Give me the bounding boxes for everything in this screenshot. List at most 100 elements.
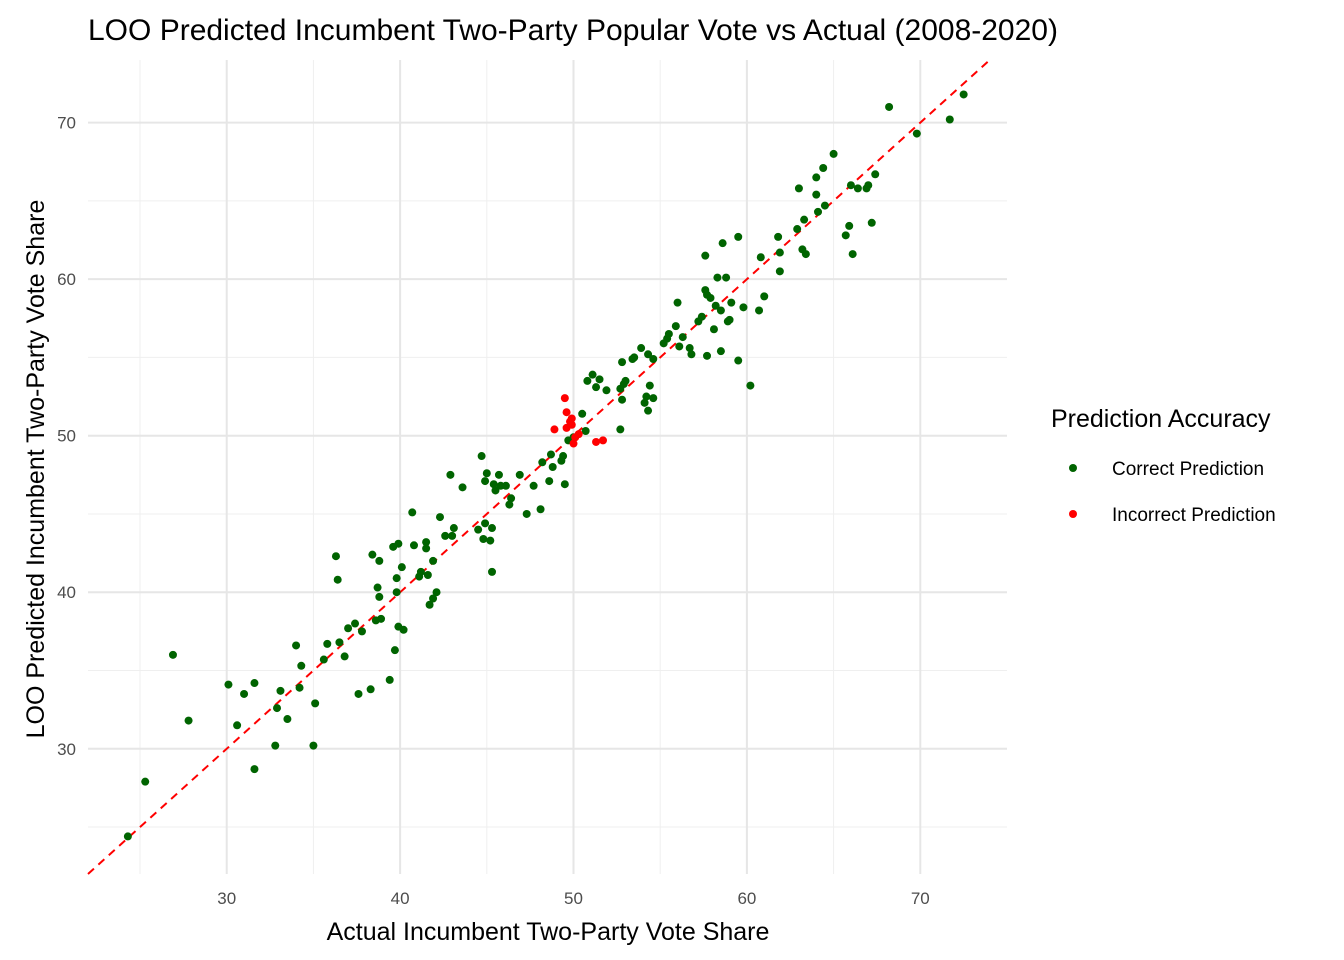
point-correct	[273, 704, 282, 713]
point-correct	[819, 164, 828, 173]
point-correct	[233, 721, 242, 730]
point-correct	[429, 594, 438, 603]
point-incorrect	[598, 436, 607, 445]
point-correct	[716, 306, 725, 315]
point-incorrect	[550, 425, 559, 434]
point-correct	[295, 683, 304, 692]
x-tick-label: 60	[737, 889, 756, 908]
point-correct	[435, 513, 444, 522]
point-correct	[583, 376, 592, 385]
point-correct	[616, 425, 625, 434]
point-correct	[168, 650, 177, 659]
legend-title: Prediction Accuracy	[1051, 405, 1271, 433]
point-correct	[706, 293, 715, 302]
point-correct	[351, 619, 360, 628]
point-correct	[416, 567, 425, 576]
point-correct	[829, 149, 838, 158]
point-correct	[184, 716, 193, 725]
point-correct	[344, 624, 353, 633]
point-correct	[560, 480, 569, 489]
point-correct	[488, 524, 497, 533]
point-correct	[701, 251, 710, 260]
point-correct	[713, 273, 722, 282]
point-correct	[649, 354, 658, 363]
point-correct	[645, 381, 654, 390]
point-incorrect	[562, 408, 571, 417]
y-tick-label: 50	[57, 427, 76, 446]
point-correct	[422, 538, 431, 547]
point-correct	[711, 301, 720, 310]
point-correct	[959, 90, 968, 99]
point-correct	[425, 600, 434, 609]
x-axis-tick-labels: 30 40 50 60 70	[217, 889, 930, 908]
point-correct	[354, 689, 363, 698]
point-correct	[756, 253, 765, 262]
y-tick-label: 40	[57, 583, 76, 602]
legend-marker-incorrect	[1069, 510, 1077, 518]
point-correct	[820, 201, 829, 210]
point-correct	[390, 646, 399, 655]
point-correct	[697, 312, 706, 321]
x-axis-title: Actual Incumbent Two-Party Vote Share	[327, 918, 770, 946]
point-correct	[637, 344, 646, 353]
point-correct	[368, 550, 377, 559]
x-tick-label: 50	[564, 889, 583, 908]
reference-line-y-equals-x	[87, 59, 991, 875]
point-correct	[505, 500, 514, 509]
point-correct	[507, 494, 516, 503]
point-correct	[734, 232, 743, 241]
point-correct	[801, 250, 810, 259]
point-correct	[446, 470, 455, 479]
x-tick-label: 70	[911, 889, 930, 908]
data-points	[123, 90, 968, 841]
point-correct	[250, 765, 259, 774]
point-correct	[377, 614, 386, 623]
point-correct	[664, 329, 673, 338]
point-correct	[331, 552, 340, 561]
point-correct	[482, 469, 491, 478]
point-correct	[141, 777, 150, 786]
point-correct	[491, 486, 500, 495]
point-correct	[687, 350, 696, 359]
point-correct	[323, 639, 332, 648]
point-correct	[423, 571, 432, 580]
point-correct	[319, 655, 328, 664]
point-correct	[812, 173, 821, 182]
point-correct	[448, 531, 457, 540]
point-correct	[449, 524, 458, 533]
point-correct	[271, 741, 280, 750]
y-tick-label: 70	[57, 114, 76, 133]
point-correct	[727, 298, 736, 307]
legend-marker-correct	[1069, 464, 1077, 472]
point-correct	[685, 344, 694, 353]
point-correct	[716, 347, 725, 356]
point-correct	[240, 689, 249, 698]
point-correct	[397, 563, 406, 572]
point-correct	[595, 375, 604, 384]
point-correct	[794, 184, 803, 193]
point-correct	[885, 102, 894, 111]
point-correct	[618, 395, 627, 404]
point-correct	[408, 508, 417, 517]
point-incorrect	[574, 430, 583, 439]
point-incorrect	[567, 414, 576, 423]
point-correct	[703, 351, 712, 360]
legend: Prediction Accuracy Correct Prediction I…	[1051, 405, 1276, 526]
point-correct	[501, 481, 510, 490]
point-correct	[718, 239, 727, 248]
point-correct	[760, 292, 769, 301]
y-tick-label: 60	[57, 270, 76, 289]
point-correct	[775, 267, 784, 276]
point-correct	[548, 463, 557, 471]
point-correct	[357, 627, 366, 636]
point-correct	[864, 181, 873, 190]
point-correct	[283, 715, 292, 724]
point-correct	[394, 539, 403, 548]
point-correct	[755, 306, 764, 315]
point-correct	[725, 315, 734, 324]
point-correct	[488, 567, 497, 576]
point-correct	[813, 207, 822, 216]
point-correct	[945, 115, 954, 124]
y-tick-label: 30	[57, 740, 76, 759]
point-correct	[644, 350, 653, 359]
